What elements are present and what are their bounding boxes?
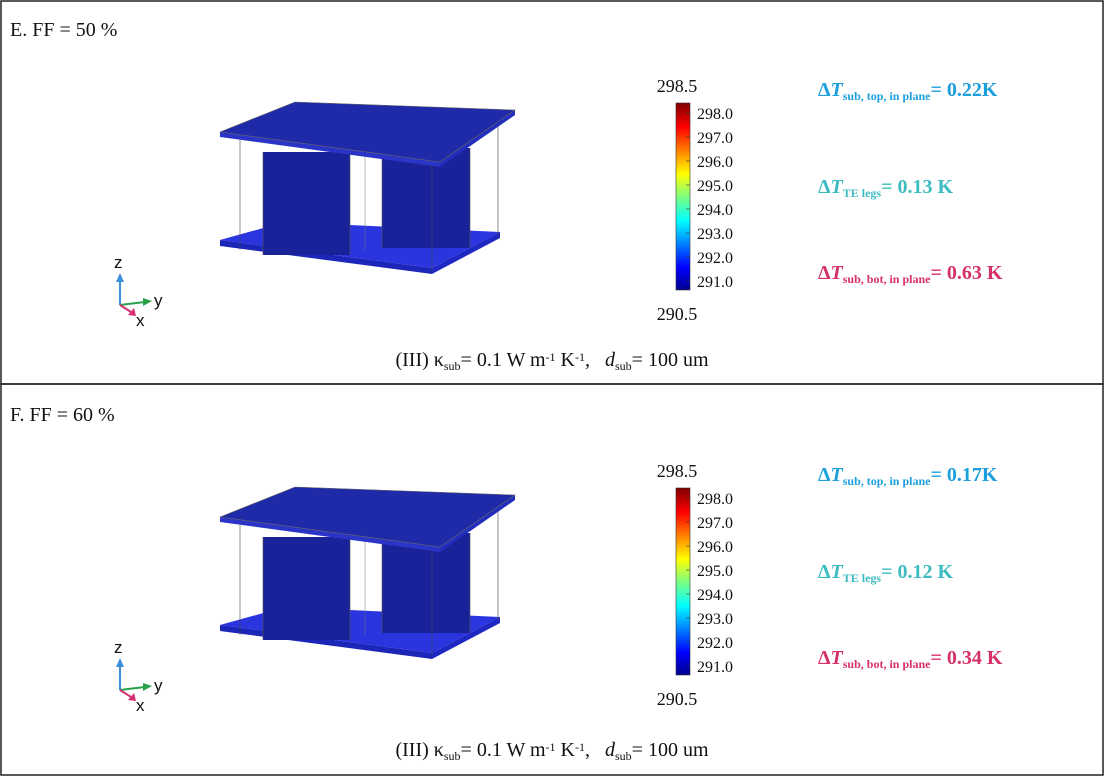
text-part: Δ (818, 561, 831, 583)
text-part: K (556, 739, 576, 761)
text-part: T (831, 176, 844, 198)
colorbar-tick-label: 294.0 (697, 587, 733, 604)
text-part: = 0.17K (930, 464, 997, 486)
panel-label: F. FF = 60 % (10, 404, 115, 426)
text-part: T (831, 79, 844, 101)
colorbar-tick-label: 293.0 (697, 611, 733, 628)
text-part: sub (444, 359, 461, 373)
text-part: Δ (818, 647, 831, 669)
colorbar-tick-label: 297.0 (697, 130, 733, 147)
caption: (III) κsub= 0.1 W m-1 K-1, dsub= 100 um (395, 739, 708, 763)
colorbar-tick-label: 291.0 (697, 274, 733, 291)
colorbar-tick-label: 296.0 (697, 539, 733, 556)
colorbar (676, 488, 690, 675)
rich-text: ΔTsub, bot, in plane= 0.34 K (818, 647, 1003, 671)
text-part: , (585, 739, 605, 761)
rich-text: ΔTTE legs= 0.12 K (818, 561, 954, 585)
colorbar (676, 103, 690, 290)
panel (116, 102, 515, 316)
colorbar-tick-label: 295.0 (697, 563, 733, 580)
text-part: T (831, 561, 844, 583)
text-part: Δ (818, 262, 831, 284)
text-part: (III) κ (395, 739, 443, 761)
text-part: -1 (575, 740, 585, 754)
text-part: sub, bot, in plane (843, 272, 931, 286)
text-part: = 0.1 W m (461, 739, 546, 761)
text-part: T (831, 647, 844, 669)
rich-text: ΔTsub, top, in plane= 0.22K (818, 79, 998, 103)
text-part: T (831, 262, 844, 284)
rich-text: ΔTsub, bot, in plane= 0.63 K (818, 262, 1003, 286)
colorbar-max: 298.5 (657, 76, 698, 96)
text-part: = 100 um (632, 739, 709, 761)
text-part: = 0.1 W m (461, 349, 546, 371)
text-part: = 0.34 K (930, 647, 1002, 669)
text-part: = 0.13 K (881, 176, 953, 198)
text-part: -1 (575, 350, 585, 364)
axis-label: y (154, 676, 163, 695)
text-part: K (556, 349, 576, 371)
text-part: (III) κ (395, 349, 443, 371)
text-part: = 0.12 K (881, 561, 953, 583)
colorbar-min: 290.5 (657, 304, 698, 324)
text-part: sub, top, in plane (843, 89, 931, 103)
text-part: sub, top, in plane (843, 474, 931, 488)
axis-label: y (154, 291, 163, 310)
text-part: -1 (546, 350, 556, 364)
text-part: Δ (818, 176, 831, 198)
text-part: T (831, 464, 844, 486)
axis-label: x (136, 311, 145, 330)
text-part: = 100 um (632, 349, 709, 371)
text-part: sub (615, 749, 632, 763)
figure: E. FF = 50 % 298.5 290.5 298.0 297.0 296.0 295… (0, 0, 1105, 776)
colorbar-max: 298.5 (657, 461, 698, 481)
colorbar-tick-label: 296.0 (697, 154, 733, 171)
text-part: TE legs (843, 571, 882, 585)
text-part: , (585, 349, 605, 371)
axis-label: z (114, 253, 123, 272)
rich-text: ΔTTE legs= 0.13 K (818, 176, 954, 200)
colorbar-tick-label: 294.0 (697, 202, 733, 219)
text-part: TE legs (843, 186, 882, 200)
text-part: Δ (818, 79, 831, 101)
text-part: sub (615, 359, 632, 373)
colorbar-tick-label: 292.0 (697, 250, 733, 267)
text-part: = 0.22K (930, 79, 997, 101)
text-part: Δ (818, 464, 831, 486)
panel-content: F. FF = 60 % 298.5 290.5 298.0 297.0 296.0 295… (10, 404, 1003, 763)
colorbar-tick-label: 298.0 (697, 106, 733, 123)
axis-label: z (114, 638, 123, 657)
rich-text: ΔTsub, top, in plane= 0.17K (818, 464, 998, 488)
caption: (III) κsub= 0.1 W m-1 K-1, dsub= 100 um (395, 349, 708, 373)
text-part: sub, bot, in plane (843, 657, 931, 671)
colorbar-tick-label: 292.0 (697, 635, 733, 652)
colorbar-tick-label: 297.0 (697, 515, 733, 532)
axis-label: x (136, 696, 145, 715)
text-part: sub (444, 749, 461, 763)
colorbar-min: 290.5 (657, 689, 698, 709)
panel (116, 487, 515, 701)
colorbar-tick-label: 295.0 (697, 178, 733, 195)
colorbar-tick-label: 291.0 (697, 659, 733, 676)
colorbar-tick-label: 298.0 (697, 491, 733, 508)
text-part: -1 (546, 740, 556, 754)
text-part: = 0.63 K (930, 262, 1002, 284)
panel-content: E. FF = 50 % 298.5 290.5 298.0 297.0 296.0 295… (10, 19, 1003, 373)
colorbar-tick-label: 293.0 (697, 226, 733, 243)
panel-label: E. FF = 50 % (10, 19, 117, 41)
